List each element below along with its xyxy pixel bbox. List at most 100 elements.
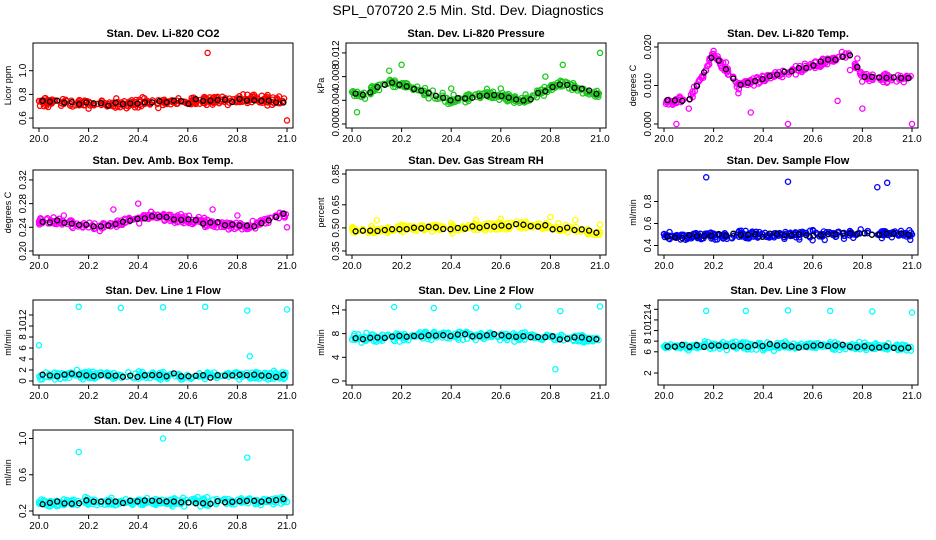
- data-point: [542, 73, 549, 80]
- data-point: [862, 346, 870, 354]
- average-point: [766, 340, 773, 348]
- average-point: [374, 334, 381, 341]
- x-tick-label: 20.6: [491, 261, 511, 272]
- average-point: [127, 217, 134, 224]
- data-point: [127, 500, 135, 507]
- data-point: [560, 336, 567, 344]
- plot-title: Stan. Dev. Li-820 CO2: [107, 28, 220, 40]
- average-point: [788, 343, 795, 350]
- average-point: [512, 220, 520, 228]
- average-point: [46, 219, 54, 226]
- y-tick-label: 8: [18, 334, 29, 340]
- average-point: [207, 97, 214, 104]
- y-tick-label: 0.85: [331, 164, 342, 184]
- x-tick-label: 20.0: [654, 134, 674, 145]
- average-point: [75, 221, 83, 229]
- x-tick-label: 20.6: [178, 134, 198, 145]
- data-point: [155, 96, 162, 104]
- average-point: [564, 81, 571, 89]
- average-point: [461, 225, 469, 232]
- average-point: [61, 99, 68, 106]
- data-point: [204, 49, 211, 57]
- average-point: [265, 217, 272, 224]
- average-point: [854, 230, 861, 237]
- plot-frame: [345, 42, 607, 129]
- average-point: [722, 232, 730, 239]
- y-tick-label: 12: [331, 304, 342, 316]
- average-point: [410, 332, 418, 340]
- average-point: [854, 63, 861, 71]
- average-point: [897, 74, 905, 82]
- average-point: [178, 97, 185, 105]
- average-point: [97, 372, 105, 379]
- data-point: [547, 213, 554, 221]
- data-point: [557, 307, 564, 315]
- chart-panel-3: Stan. Dev. Li-820 Temp. degrees C 20.0 20.2…: [628, 28, 922, 145]
- average-point: [381, 334, 388, 342]
- average-point: [75, 101, 83, 108]
- average-point: [141, 372, 148, 379]
- average-point: [192, 95, 199, 103]
- average-point: [498, 92, 505, 100]
- average-point: [534, 89, 542, 97]
- average-point: [388, 333, 396, 340]
- average-point: [527, 222, 534, 230]
- average-point: [585, 87, 593, 94]
- data-point: [497, 215, 505, 222]
- data-point: [708, 235, 715, 242]
- y-tick-label: 0.4: [643, 238, 654, 252]
- data-point: [269, 94, 277, 101]
- data-point: [348, 224, 356, 232]
- average-point: [795, 230, 803, 238]
- y-tick-label: 6: [18, 345, 29, 351]
- average-point: [883, 74, 890, 82]
- data-point: [183, 371, 191, 379]
- data-point: [483, 85, 491, 93]
- y-tick-label: 0: [18, 378, 29, 384]
- average-point: [280, 495, 287, 503]
- average-point: [170, 216, 178, 223]
- chart-panel-10: Stan. Dev. Line 4 (LT) Flow ml/min 20.0 20.…: [3, 415, 297, 532]
- plot-title: Stan. Dev. Line 1 Flow: [105, 285, 221, 297]
- x-tick-label: 20.6: [803, 134, 823, 145]
- plot-title: Stan. Dev. Line 3 Flow: [730, 285, 846, 297]
- data-point: [908, 309, 916, 316]
- average-point: [585, 227, 593, 234]
- average-point: [556, 81, 564, 88]
- plot-frame: [657, 42, 919, 129]
- data-point: [139, 94, 146, 101]
- x-tick-label: 20.4: [128, 134, 148, 145]
- data-point: [159, 304, 167, 311]
- plot-title: Stan. Dev. Line 4 (LT) Flow: [94, 415, 233, 427]
- average-point: [54, 217, 61, 224]
- average-point: [97, 498, 105, 505]
- x-tick-label: 21.0: [902, 261, 922, 272]
- average-point: [476, 92, 483, 100]
- average-point: [90, 223, 97, 230]
- x-tick-label: 20.4: [441, 261, 461, 272]
- y-axis-label: ml/min: [3, 459, 13, 486]
- data-point: [570, 337, 577, 345]
- y-tick-label: 10: [18, 320, 29, 332]
- data-point: [472, 91, 480, 98]
- x-tick-label: 20.8: [853, 134, 873, 145]
- average-point: [854, 343, 861, 351]
- average-point: [461, 331, 469, 338]
- x-tick-label: 20.0: [654, 261, 674, 272]
- data-point: [462, 99, 469, 106]
- data-point: [763, 72, 771, 79]
- x-tick-label: 20.8: [541, 261, 561, 272]
- average-point: [781, 68, 788, 75]
- average-point: [432, 332, 440, 339]
- data-point: [465, 221, 472, 229]
- average-point: [817, 341, 824, 349]
- plot-frame: [657, 169, 919, 256]
- data-point: [373, 338, 380, 345]
- average-point: [795, 64, 803, 72]
- data-point: [559, 61, 567, 69]
- average-point: [512, 96, 520, 103]
- average-point: [280, 371, 287, 378]
- x-tick-label: 20.6: [178, 521, 198, 532]
- average-point: [564, 224, 571, 231]
- data-point: [702, 307, 710, 315]
